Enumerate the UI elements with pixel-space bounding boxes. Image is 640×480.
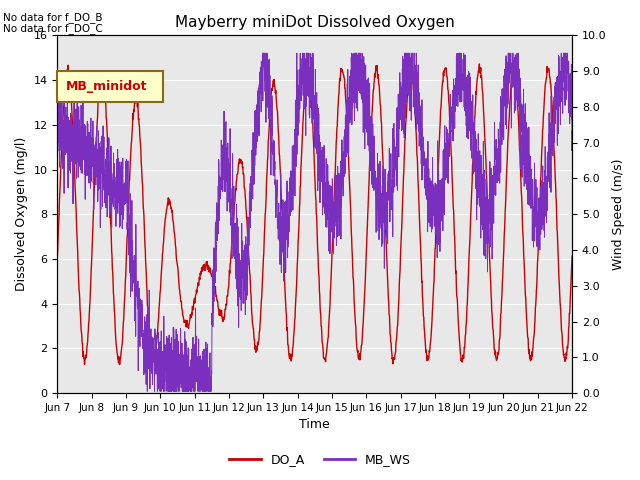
- Title: Mayberry miniDot Dissolved Oxygen: Mayberry miniDot Dissolved Oxygen: [175, 15, 454, 30]
- Text: No data for f_DO_B: No data for f_DO_B: [3, 12, 102, 23]
- Text: MB_minidot: MB_minidot: [66, 80, 147, 93]
- Text: No data for f_DO_C: No data for f_DO_C: [3, 23, 103, 34]
- X-axis label: Time: Time: [300, 419, 330, 432]
- Y-axis label: Wind Speed (m/s): Wind Speed (m/s): [612, 158, 625, 270]
- Y-axis label: Dissolved Oxygen (mg/l): Dissolved Oxygen (mg/l): [15, 137, 28, 291]
- Legend: DO_A, MB_WS: DO_A, MB_WS: [224, 448, 416, 471]
